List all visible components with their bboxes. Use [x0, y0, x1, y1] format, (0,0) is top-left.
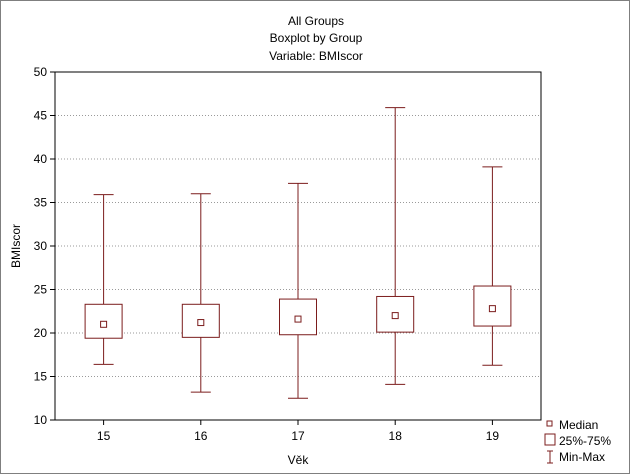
median-marker: [294, 315, 302, 323]
median-marker: [391, 312, 399, 320]
legend-box-label: 25%-75%: [559, 434, 611, 448]
box-group-19: [473, 166, 512, 366]
chart-title-line-1: All Groups: [288, 14, 344, 28]
box-series: [84, 107, 512, 399]
legend-median-symbol: [546, 420, 553, 427]
box-group-15: [84, 194, 123, 365]
median-marker: [197, 319, 205, 327]
box-group-17: [279, 182, 317, 399]
y-tick-label: 50: [34, 65, 48, 79]
y-axis-label: BMIscor: [9, 224, 23, 268]
box-group-18: [376, 107, 415, 385]
median-marker: [488, 305, 496, 313]
x-tick-label: 17: [291, 429, 305, 443]
x-axis-label: Věk: [288, 453, 310, 467]
y-tick-label: 15: [34, 370, 48, 384]
y-tick-label: 30: [34, 239, 48, 253]
x-tick-label: 16: [194, 429, 208, 443]
x-tick-label: 19: [486, 429, 500, 443]
legend-median-label: Median: [559, 418, 598, 432]
legend-whisker-label: Min-Max: [559, 450, 605, 464]
x-axis-ticks: 15 16 17 18 19: [97, 420, 499, 443]
y-tick-label: 40: [34, 152, 48, 166]
y-axis-ticks: 10 15 20 25 30 35 40 45 50: [34, 65, 55, 427]
y-tick-label: 45: [34, 109, 48, 123]
y-tick-label: 10: [34, 413, 48, 427]
legend: Median 25%-75% Min-Max: [544, 418, 611, 464]
chart-title-line-3: Variable: BMIscor: [269, 49, 363, 63]
box-group-16: [181, 193, 220, 393]
iqr-box: [84, 303, 123, 339]
legend-whisker-symbol: [547, 450, 553, 464]
chart-title-line-2: Boxplot by Group: [270, 31, 363, 45]
x-tick-label: 18: [389, 429, 403, 443]
y-tick-label: 35: [34, 196, 48, 210]
y-tick-label: 20: [34, 326, 48, 340]
median-marker: [100, 320, 108, 328]
y-tick-label: 25: [34, 283, 48, 297]
x-tick-label: 15: [97, 429, 111, 443]
legend-box-symbol: [544, 433, 556, 446]
